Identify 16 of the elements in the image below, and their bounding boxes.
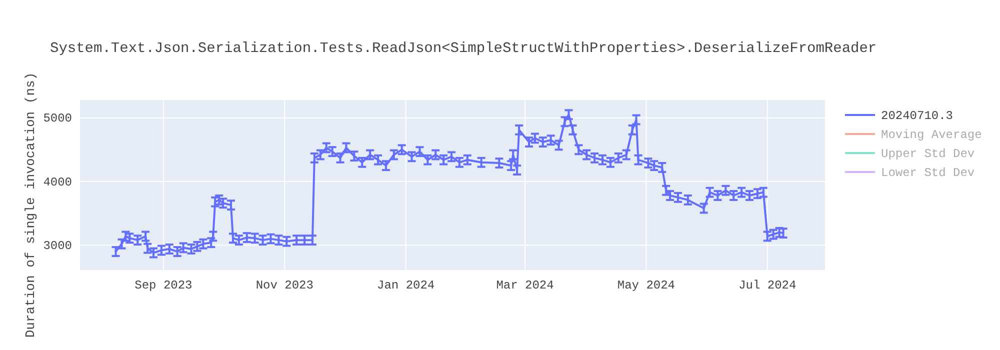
legend-label: Moving Average (881, 128, 982, 142)
line-series (114, 114, 784, 254)
y-tick-label: 3000 (43, 239, 72, 254)
x-tick-label: Nov 2023 (256, 278, 314, 293)
legend-label: Lower Std Dev (881, 166, 975, 180)
chart-title: System.Text.Json.Serialization.Tests.ReadJson<SimpleStructWithProperties>.DeserializeFromReader (50, 41, 877, 57)
legend-label: Upper Std Dev (881, 147, 975, 161)
y-tick-label: 5000 (43, 112, 72, 126)
y-tick-label: 4000 (43, 175, 72, 190)
x-tick-label: Mar 2024 (496, 278, 554, 293)
x-tick-label: Jan 2024 (377, 278, 435, 293)
legend-label: 20240710.3 (881, 109, 954, 123)
x-tick-label: May 2024 (617, 278, 676, 293)
y-axis-title: Duration of single invocation (ns) (23, 72, 38, 338)
x-tick-label: Jul 2024 (738, 278, 796, 293)
x-tick-label: Sep 2023 (134, 278, 192, 293)
